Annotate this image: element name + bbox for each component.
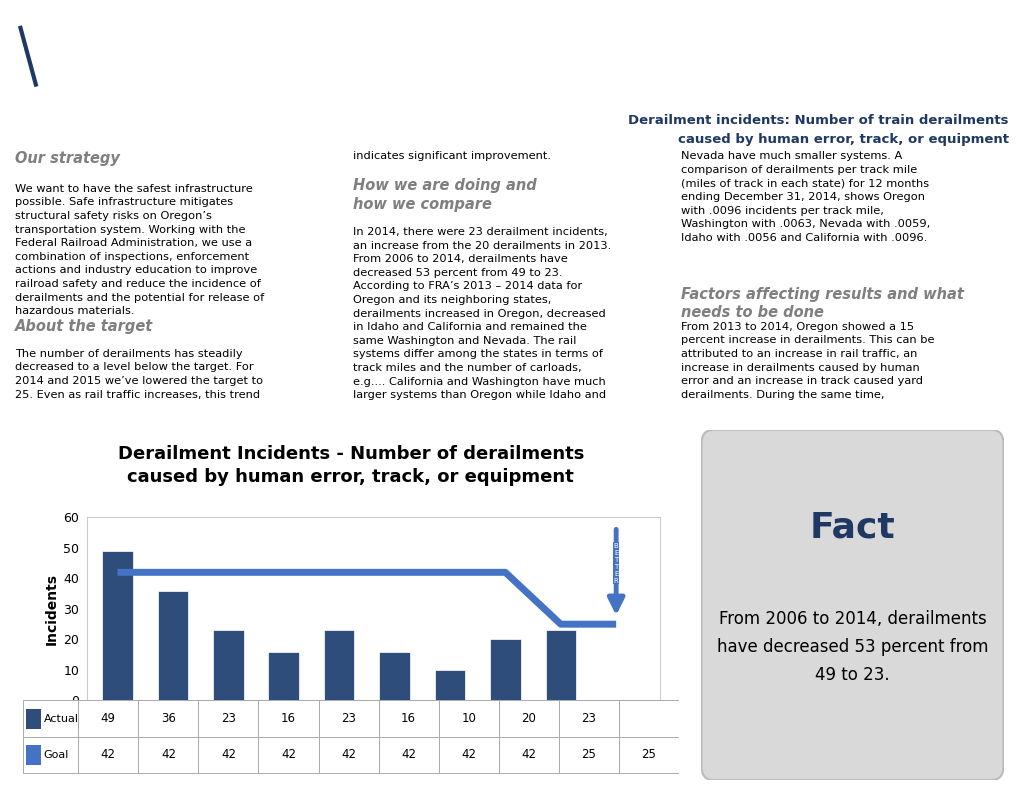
Text: 42: 42	[341, 748, 356, 762]
Text: In 2014, there were 23 derailment incidents,
an increase from the 20 derailments: In 2014, there were 23 derailment incide…	[353, 227, 611, 400]
Bar	[499, 700, 559, 737]
Bar	[20, 27, 87, 45]
Bar	[318, 737, 379, 773]
Bar	[559, 700, 618, 737]
Text: 42: 42	[161, 748, 176, 762]
Text: of Transportation: of Transportation	[97, 57, 174, 66]
Bar	[158, 591, 188, 700]
Text: Derailment Incidents: Derailment Incidents	[455, 27, 1014, 72]
Bar	[379, 652, 410, 700]
Bar	[199, 737, 258, 773]
Y-axis label: Incidents: Incidents	[45, 573, 59, 645]
Text: 16: 16	[281, 712, 296, 725]
Bar	[138, 737, 199, 773]
Text: 42: 42	[221, 748, 236, 762]
Text: 42: 42	[461, 748, 476, 762]
Bar	[39, 29, 68, 84]
Text: Goal: Goal	[44, 750, 69, 760]
Text: How we are doing and
how we compare: How we are doing and how we compare	[353, 178, 537, 212]
Bar	[23, 737, 78, 773]
Bar	[23, 700, 78, 737]
Text: indicates significant improvement.: indicates significant improvement.	[353, 151, 551, 162]
Text: 10: 10	[461, 712, 476, 725]
Text: 42: 42	[281, 748, 296, 762]
Text: 36: 36	[161, 712, 176, 725]
Text: 42: 42	[100, 748, 116, 762]
Text: caused by human error, track, or equipment: caused by human error, track, or equipme…	[678, 133, 1009, 146]
Text: 20: 20	[521, 712, 537, 725]
Text: 25: 25	[582, 748, 596, 762]
Text: About the target: About the target	[15, 319, 154, 334]
Text: 42: 42	[521, 748, 537, 762]
Bar	[546, 630, 575, 700]
Bar	[258, 700, 318, 737]
Text: Fact: Fact	[810, 511, 895, 545]
Bar	[499, 737, 559, 773]
Text: 23: 23	[341, 712, 356, 725]
Text: Department: Department	[97, 41, 153, 49]
Bar	[379, 737, 438, 773]
Text: B
E
T
T
E
R: B E T T E R	[613, 543, 618, 583]
Text: The number of derailments has steadily
decreased to a level below the target. Fo: The number of derailments has steadily d…	[15, 349, 263, 400]
Text: Factors affecting results and what
needs to be done: Factors affecting results and what needs…	[681, 287, 964, 320]
Text: 25: 25	[641, 748, 656, 762]
Text: Derailment incidents: Number of train derailments: Derailment incidents: Number of train de…	[628, 114, 1009, 127]
Bar	[324, 630, 354, 700]
Text: We want to have the safest infrastructure
possible. Safe infrastructure mitigate: We want to have the safest infrastructur…	[15, 184, 264, 316]
Bar	[618, 737, 679, 773]
Text: 42: 42	[401, 748, 416, 762]
Bar	[379, 700, 438, 737]
Text: 23: 23	[582, 712, 596, 725]
Bar	[490, 639, 520, 700]
Bar	[26, 708, 41, 729]
Text: From 2006 to 2014, derailments
have decreased 53 percent from
49 to 23.: From 2006 to 2014, derailments have decr…	[717, 611, 988, 684]
Bar	[438, 737, 499, 773]
Bar	[199, 700, 258, 737]
Bar	[258, 737, 318, 773]
Text: Actual: Actual	[44, 714, 79, 724]
Bar	[213, 630, 244, 700]
Bar	[102, 551, 133, 700]
FancyBboxPatch shape	[17, 428, 684, 782]
Bar	[138, 700, 199, 737]
Bar	[559, 737, 618, 773]
Text: From 2013 to 2014, Oregon showed a 15
percent increase in derailments. This can : From 2013 to 2014, Oregon showed a 15 pe…	[681, 322, 935, 400]
Text: Derailment Incidents - Number of derailments
caused by human error, track, or eq: Derailment Incidents - Number of derailm…	[118, 445, 584, 486]
Text: Oregon: Oregon	[97, 23, 130, 33]
Bar	[268, 652, 299, 700]
Text: Nevada have much smaller systems. A
comparison of derailments per track mile
(mi: Nevada have much smaller systems. A comp…	[681, 151, 930, 243]
Text: 49: 49	[100, 712, 116, 725]
Bar	[318, 700, 379, 737]
Bar	[78, 700, 138, 737]
Text: 16: 16	[401, 712, 416, 725]
Bar	[26, 745, 41, 765]
Bar	[78, 737, 138, 773]
Bar	[435, 670, 465, 700]
Text: 23: 23	[221, 712, 236, 725]
Text: Our strategy: Our strategy	[15, 151, 120, 166]
Bar	[618, 700, 679, 737]
FancyBboxPatch shape	[701, 430, 1004, 780]
Bar	[438, 700, 499, 737]
